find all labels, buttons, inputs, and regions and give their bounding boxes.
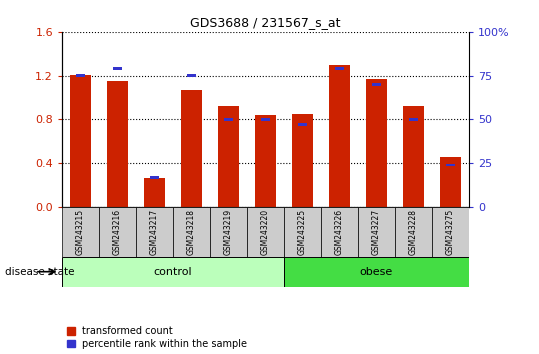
Bar bbox=[76, 74, 85, 77]
Title: GDS3688 / 231567_s_at: GDS3688 / 231567_s_at bbox=[190, 16, 341, 29]
Bar bbox=[284, 257, 469, 287]
Bar bbox=[62, 207, 99, 257]
Bar bbox=[136, 207, 173, 257]
Text: control: control bbox=[154, 267, 192, 277]
Text: GSM243225: GSM243225 bbox=[298, 209, 307, 255]
Bar bbox=[321, 207, 358, 257]
Bar bbox=[329, 65, 350, 207]
Bar bbox=[181, 90, 202, 207]
Text: disease state: disease state bbox=[5, 267, 75, 277]
Text: GSM243215: GSM243215 bbox=[76, 209, 85, 255]
Bar bbox=[224, 118, 233, 121]
Text: obese: obese bbox=[360, 267, 393, 277]
Bar bbox=[358, 207, 395, 257]
Text: GSM243219: GSM243219 bbox=[224, 209, 233, 255]
Bar bbox=[113, 67, 122, 70]
Bar bbox=[367, 79, 386, 207]
Bar bbox=[150, 176, 159, 179]
Bar bbox=[432, 207, 469, 257]
Bar bbox=[284, 207, 321, 257]
Bar bbox=[187, 74, 196, 77]
Bar bbox=[261, 118, 270, 121]
Bar bbox=[298, 123, 307, 126]
Bar bbox=[99, 207, 136, 257]
Bar bbox=[440, 157, 461, 207]
Text: GSM243275: GSM243275 bbox=[446, 209, 455, 255]
Text: GSM243220: GSM243220 bbox=[261, 209, 270, 255]
Bar bbox=[409, 118, 418, 121]
Bar bbox=[292, 114, 313, 207]
Bar bbox=[335, 67, 344, 70]
Bar bbox=[255, 115, 275, 207]
Bar bbox=[70, 75, 91, 207]
Text: GSM243227: GSM243227 bbox=[372, 209, 381, 255]
Legend: transformed count, percentile rank within the sample: transformed count, percentile rank withi… bbox=[67, 326, 247, 349]
Bar bbox=[210, 207, 247, 257]
Bar bbox=[62, 257, 284, 287]
Bar bbox=[107, 81, 128, 207]
Bar bbox=[247, 207, 284, 257]
Text: GSM243228: GSM243228 bbox=[409, 209, 418, 255]
Bar bbox=[173, 207, 210, 257]
Bar bbox=[372, 83, 381, 86]
Text: GSM243216: GSM243216 bbox=[113, 209, 122, 255]
Text: GSM243218: GSM243218 bbox=[187, 209, 196, 255]
Bar bbox=[446, 164, 455, 166]
Bar bbox=[403, 106, 424, 207]
Bar bbox=[144, 177, 164, 207]
Text: GSM243217: GSM243217 bbox=[150, 209, 159, 255]
Bar bbox=[395, 207, 432, 257]
Text: GSM243226: GSM243226 bbox=[335, 209, 344, 255]
Bar bbox=[218, 106, 239, 207]
